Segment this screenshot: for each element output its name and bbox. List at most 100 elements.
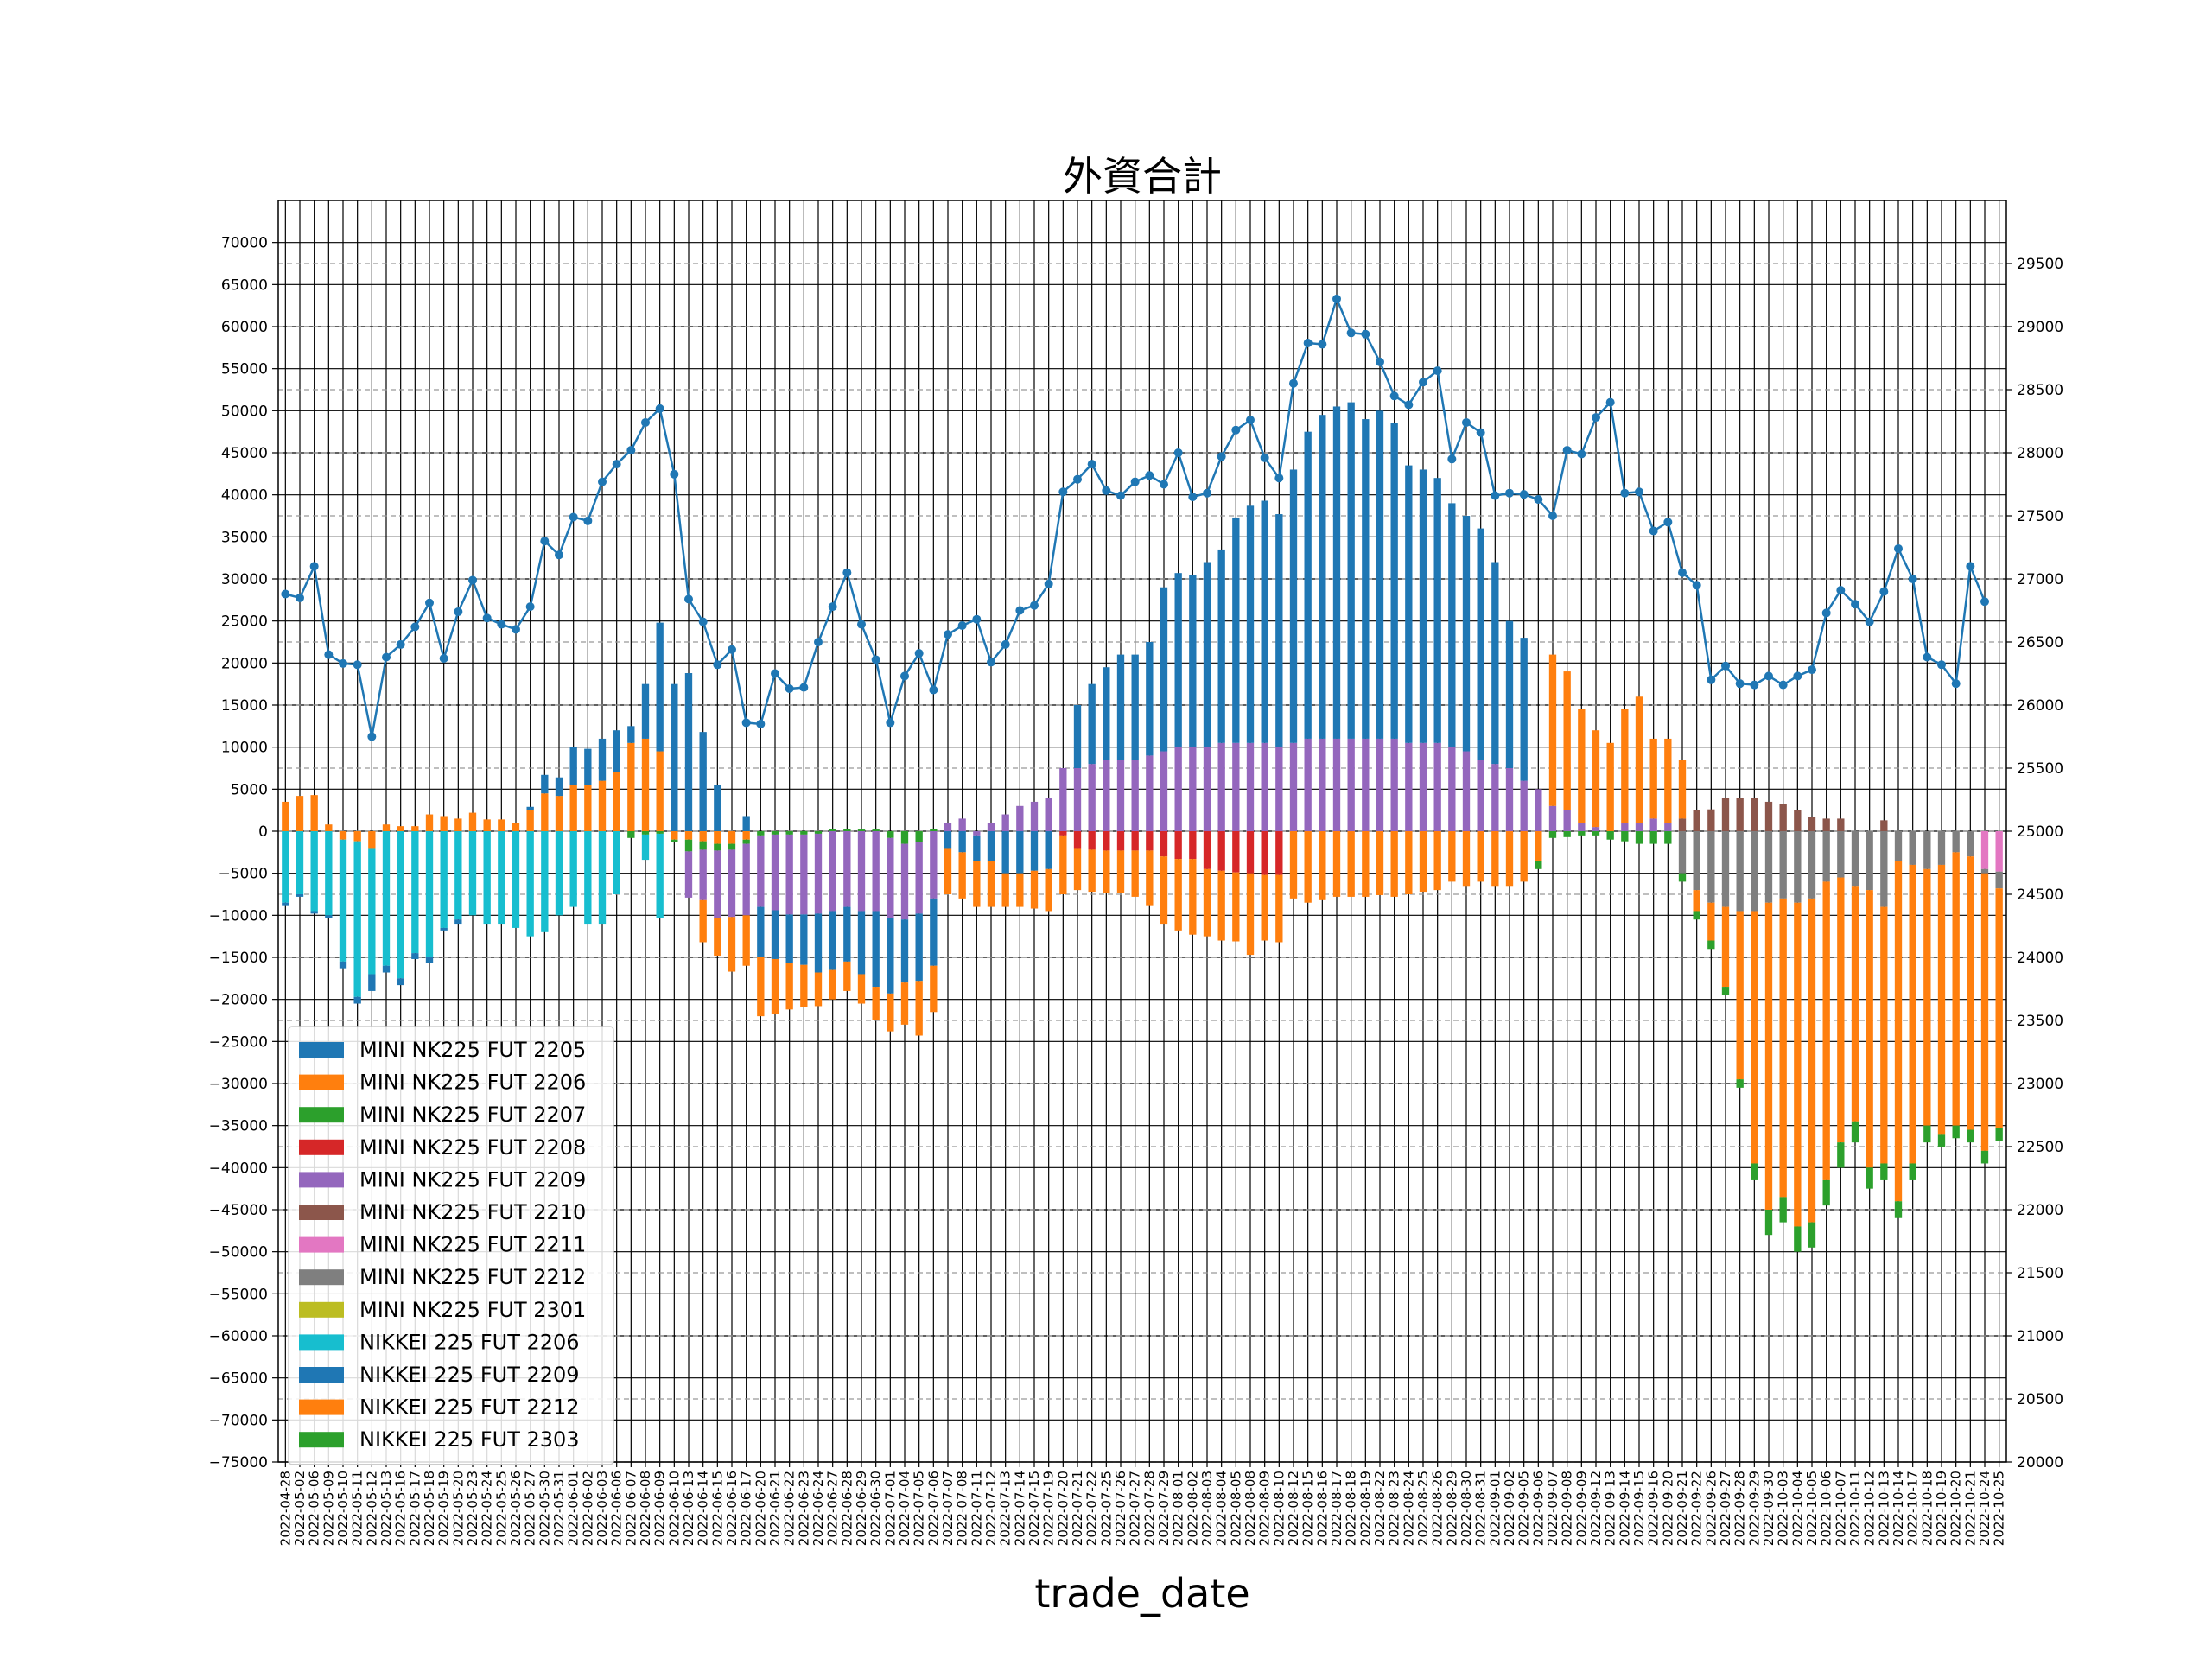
bar [930,898,938,966]
bar [454,818,462,831]
bar [1174,831,1182,860]
bar [1822,1179,1830,1206]
y-tick-label: 45000 [221,445,268,462]
bar [857,831,866,912]
bar [900,831,909,844]
bar [1764,902,1773,1210]
legend-label: MINI NK225 FUT 2208 [359,1135,586,1160]
bar [684,851,693,898]
bar [1592,831,1600,836]
bar [1462,831,1471,887]
x-tick-label: 2022-10-12 [1862,1471,1878,1546]
bar [1088,764,1096,831]
y-tick-label: 20000 [221,655,268,672]
bar [1347,402,1355,739]
bar [1837,877,1845,1143]
bar [1520,638,1528,781]
bar [1751,831,1758,912]
x-tick-label: 2022-08-25 [1415,1471,1431,1546]
x-tick-label: 2022-07-15 [1027,1471,1042,1546]
y2-tick-label: 25500 [2017,760,2063,778]
line-point [1044,579,1053,588]
bar [1563,831,1571,837]
bar [757,906,765,957]
bar [425,831,434,957]
nikkei-line-series [281,294,1989,741]
line-point [1894,543,1903,553]
legend-swatch [299,1139,344,1155]
bar [1548,831,1557,838]
legend-label: NIKKEI 225 FUT 2209 [359,1363,580,1387]
bar [1217,870,1225,941]
bar [656,833,664,918]
line-point [1203,488,1211,498]
bar [1909,1163,1916,1180]
legend-swatch [299,1107,344,1123]
line-point [741,718,751,728]
x-tick-label: 2022-08-30 [1459,1471,1474,1546]
bar [1707,902,1715,941]
bar [915,831,923,842]
line-point [1865,617,1874,626]
x-tick-label: 2022-06-29 [854,1471,869,1546]
bar [1693,810,1700,831]
bar [1347,831,1355,897]
line-point [1274,474,1284,483]
x-tick-label: 2022-05-18 [422,1471,437,1546]
series-mini-nk225-fut-2211 [1980,831,2003,872]
bar [1764,1210,1773,1236]
x-tick-label: 2022-08-23 [1387,1471,1402,1546]
bar [1088,849,1096,893]
bar [1419,742,1427,831]
bar [584,831,592,925]
bar [310,911,318,914]
series-mini-nk225-fut-2210 [1678,798,1888,831]
bar [382,965,391,973]
x-tick-label: 2022-08-19 [1357,1471,1373,1546]
bar [498,819,505,831]
bar [944,848,952,894]
bar [1289,742,1298,831]
line-point [1505,488,1514,498]
bar [857,911,866,975]
bar [440,816,448,831]
bar [829,911,836,970]
bar [1851,1121,1859,1143]
bar [339,831,347,840]
line-point [1030,601,1039,610]
bar [958,831,966,853]
bar [1678,818,1687,831]
bar [282,902,289,906]
bar [1837,1142,1845,1168]
bar [1332,738,1341,831]
x-tick-label: 2022-08-16 [1314,1471,1330,1546]
x-tick-label: 2022-06-24 [810,1471,826,1546]
bar [1362,419,1370,739]
bar [641,831,650,835]
x-tick-label: 2022-06-22 [782,1471,798,1546]
x-tick-label: 2022-05-13 [378,1471,394,1546]
bar [728,917,736,972]
bar [1203,831,1211,869]
line-point [1361,329,1370,339]
line-point [309,562,319,571]
line-point [1246,416,1255,425]
bar [771,834,779,911]
x-tick-label: 2022-08-02 [1185,1471,1200,1546]
x-tick-label: 2022-08-31 [1473,1471,1489,1546]
x-tick-label: 2022-07-07 [940,1471,956,1546]
x-tick-label: 2022-07-13 [998,1471,1014,1546]
bar [1030,831,1039,871]
bar [1362,831,1370,897]
bar [339,839,347,962]
bar [887,837,894,918]
bar [1967,856,1974,1130]
bar [1001,814,1009,831]
bar [930,829,938,831]
bar [1794,1226,1802,1252]
bar [1275,747,1283,831]
bar [454,831,462,920]
legend-entry: NIKKEI 225 FUT 2212 [299,1395,580,1420]
x-tick-label: 2022-10-19 [1934,1471,1949,1546]
bar [800,834,808,915]
